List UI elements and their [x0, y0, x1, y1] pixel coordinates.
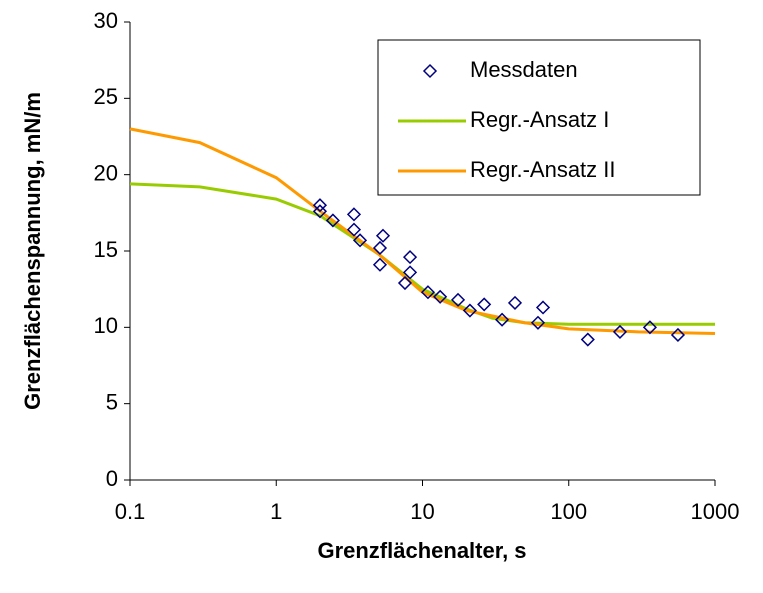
data-point — [642, 320, 657, 335]
data-point — [420, 285, 436, 300]
data-point — [312, 198, 328, 213]
data-point — [325, 213, 340, 228]
data-point — [402, 265, 418, 280]
legend-label: Regr.-Ansatz I — [470, 107, 609, 132]
x-tick-label: 10 — [410, 499, 434, 524]
data-point — [352, 233, 368, 248]
data-point — [397, 275, 413, 291]
x-axis-label: Grenzflächenalter, s — [317, 538, 526, 563]
y-tick-label: 25 — [94, 84, 118, 109]
y-tick-label: 20 — [94, 160, 118, 185]
y-tick-label: 30 — [94, 8, 118, 33]
data-point — [402, 250, 418, 265]
data-point — [450, 292, 466, 307]
data-point — [477, 297, 492, 312]
y-tick-label: 5 — [106, 389, 118, 414]
y-tick-label: 10 — [94, 313, 118, 338]
y-axis-label: Grenzflächenspannung, mN/m — [20, 92, 45, 410]
legend-label: Messdaten — [470, 57, 578, 82]
data-point — [530, 315, 546, 330]
data-point — [433, 289, 448, 304]
x-tick-label: 0.1 — [115, 499, 146, 524]
data-point — [372, 240, 388, 256]
regression-line — [129, 182, 715, 326]
data-point — [507, 295, 523, 310]
data-point — [346, 222, 362, 237]
legend-marker — [422, 63, 438, 79]
data-point — [375, 228, 391, 243]
y-tick-label: 15 — [94, 237, 118, 262]
data-point — [535, 300, 551, 315]
data-point — [670, 327, 686, 343]
data-point — [346, 207, 362, 222]
data-point — [312, 204, 328, 219]
y-tick-label: 0 — [106, 466, 118, 491]
data-point — [580, 332, 595, 347]
legend-label: Regr.-Ansatz II — [470, 157, 616, 182]
data-point — [462, 303, 477, 318]
data-point — [372, 257, 388, 272]
x-tick-label: 100 — [550, 499, 587, 524]
data-point — [495, 312, 510, 327]
x-tick-label: 1000 — [691, 499, 740, 524]
data-point — [612, 324, 628, 339]
x-tick-label: 1 — [270, 499, 282, 524]
